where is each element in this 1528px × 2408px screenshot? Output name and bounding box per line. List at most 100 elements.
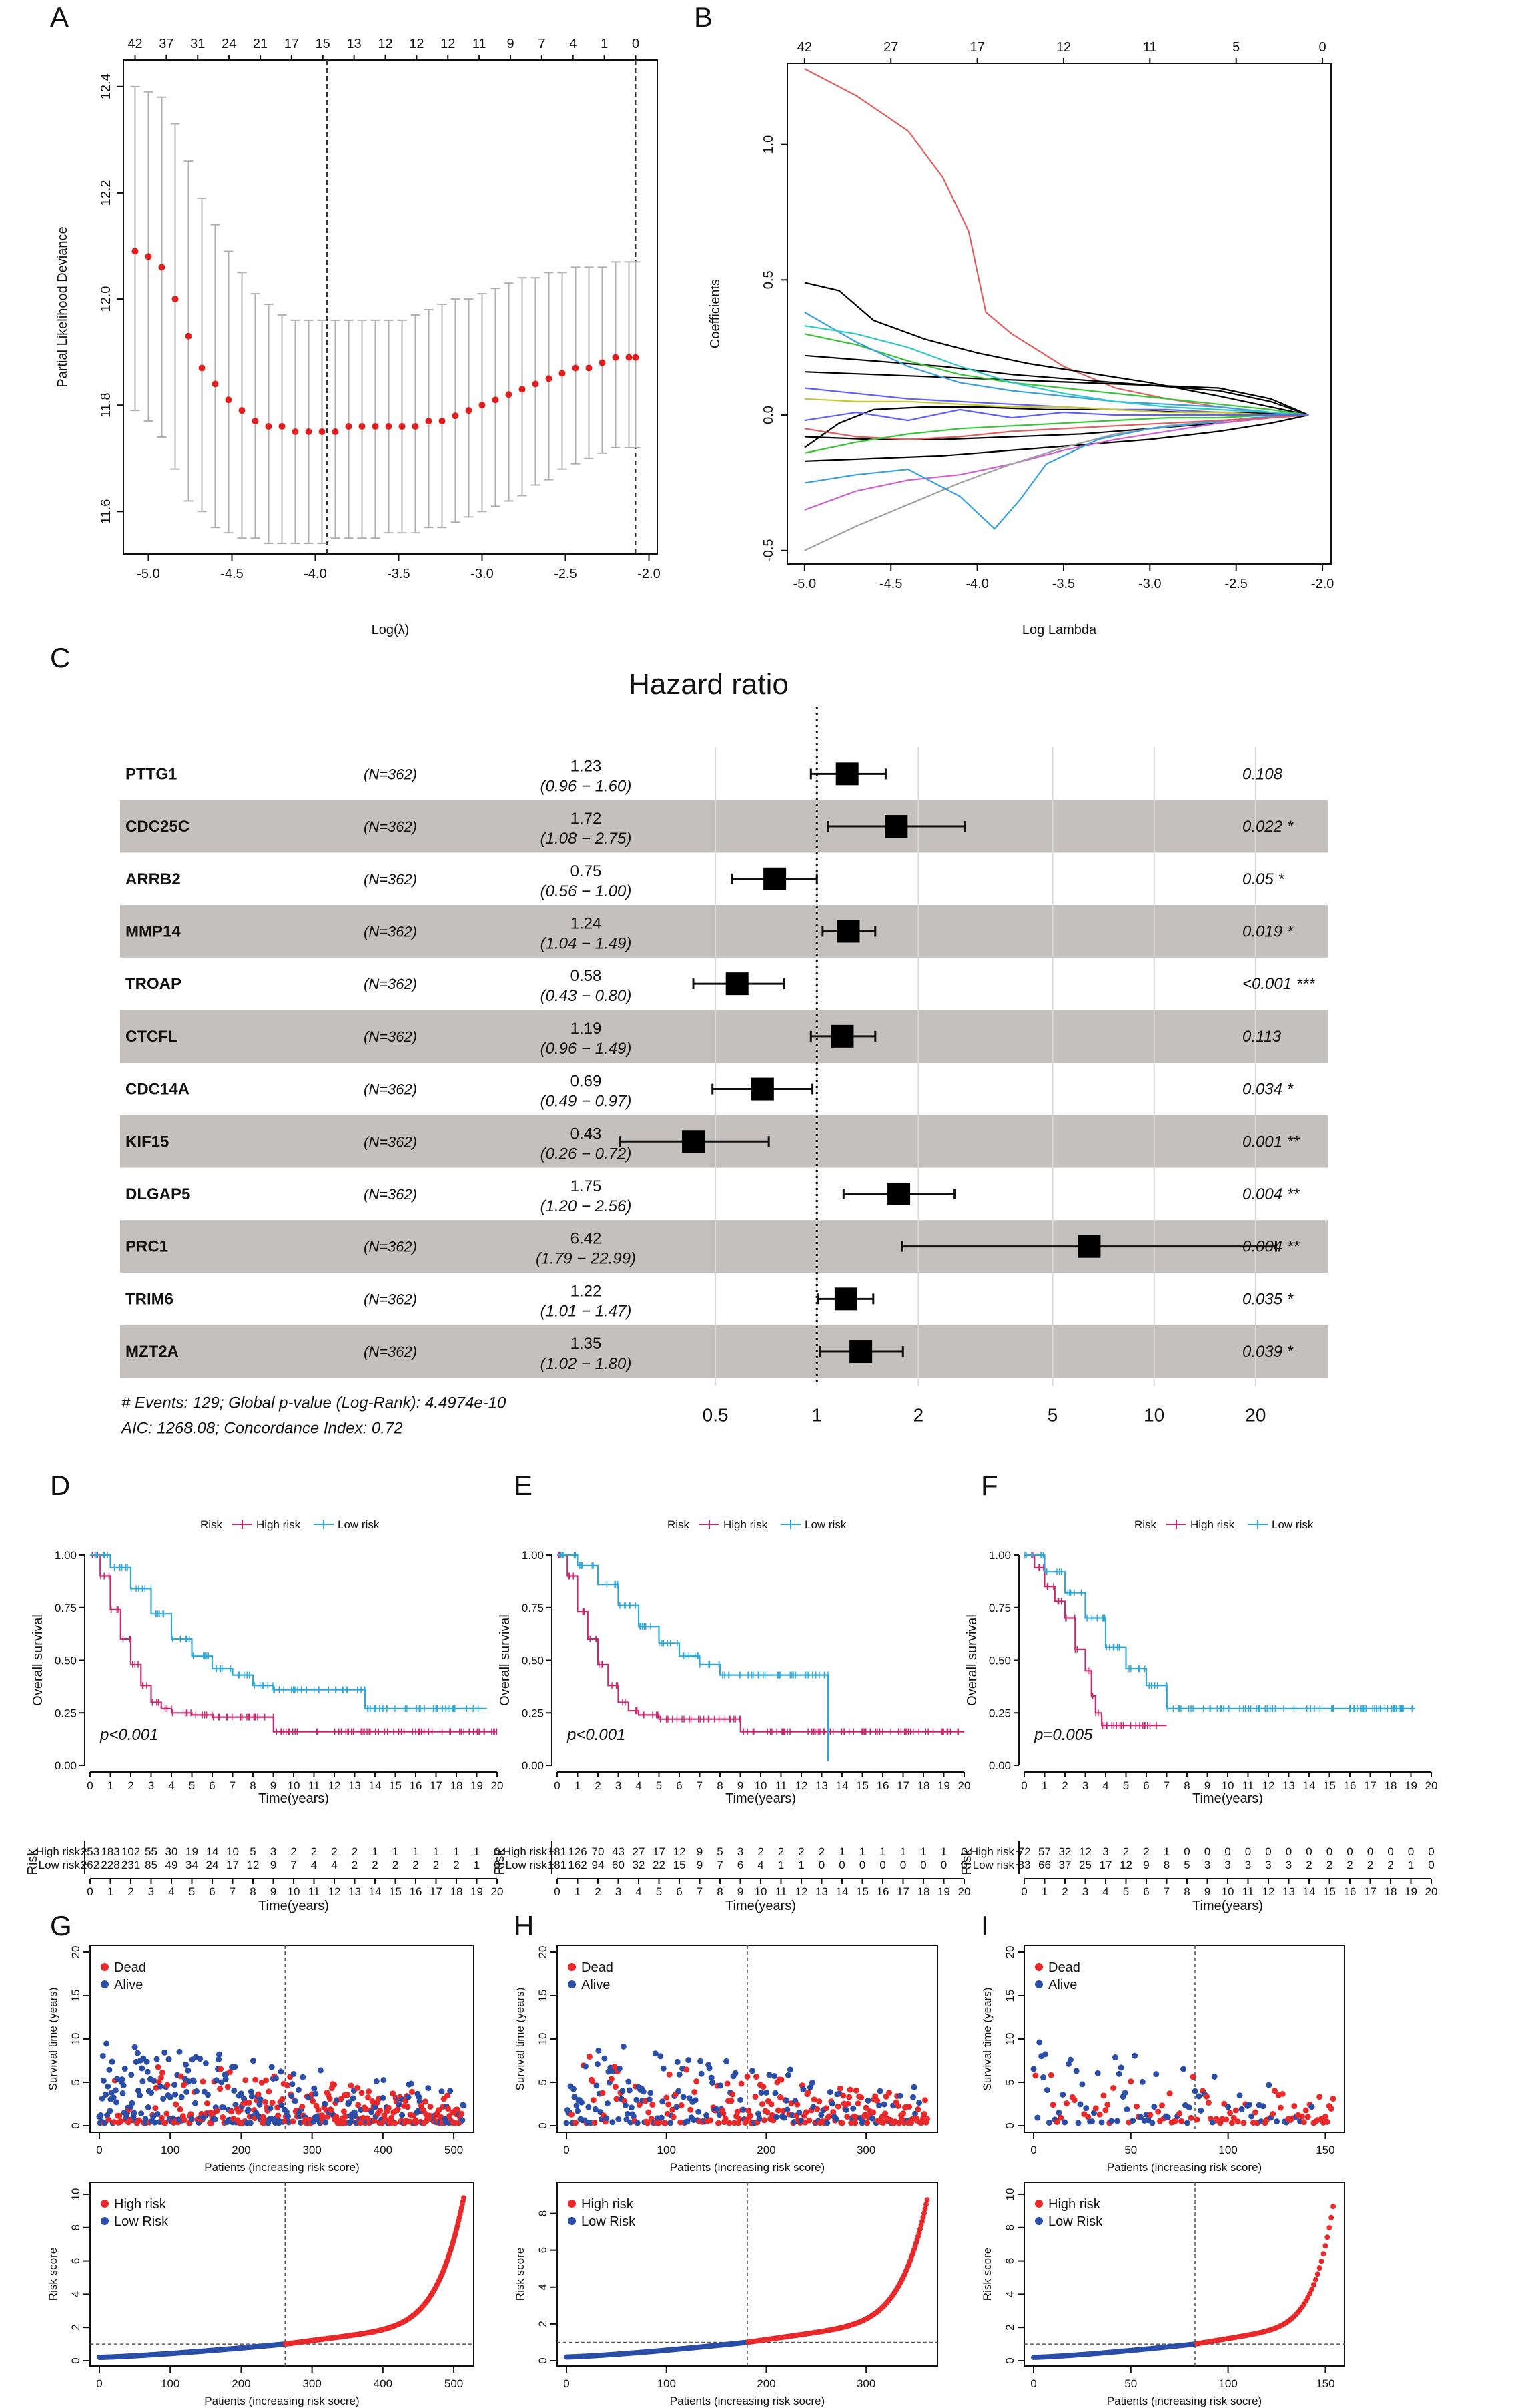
- alive-point: [684, 2118, 691, 2125]
- risk-count: 0: [961, 1845, 967, 1858]
- hazard-ratio-value: 6.42: [570, 1230, 602, 1248]
- deviance-point: [518, 386, 526, 393]
- panel-letter-H: H: [514, 1910, 534, 1941]
- alive-point: [190, 2078, 197, 2084]
- dead-point: [1102, 2107, 1109, 2114]
- top-tick-label: 42: [797, 40, 812, 55]
- alive-point: [128, 2072, 135, 2078]
- risk-count: 2: [331, 1845, 337, 1858]
- plot-frame: [787, 63, 1332, 565]
- hazard-ratio-value: 1.35: [570, 1335, 602, 1353]
- dead-point: [1147, 2112, 1154, 2118]
- dead-point: [315, 2106, 322, 2113]
- sample-size: (N=362): [364, 1343, 417, 1360]
- p-value-text: p=0.005: [1034, 1726, 1093, 1744]
- x-tick-label: 2: [127, 1779, 133, 1792]
- risk-count: 228: [101, 1859, 119, 1871]
- dead-point: [164, 2082, 171, 2088]
- alive-point: [216, 2051, 223, 2058]
- dead-point: [217, 2086, 224, 2092]
- y-tick-label: 0.75: [989, 1602, 1011, 1614]
- x-tick-label: 9: [1204, 1779, 1210, 1792]
- x-tick-label: 14: [1303, 1779, 1316, 1792]
- risk-x-tick-label: 13: [815, 1885, 828, 1898]
- risk-x-tick-label: 10: [755, 1885, 767, 1898]
- alive-point: [289, 2081, 296, 2088]
- risk-x-tick-label: 19: [937, 1885, 950, 1898]
- top-tick-label: 11: [1143, 40, 1157, 55]
- panel-letter-F: F: [981, 1470, 998, 1501]
- x-tick-label: 9: [737, 1779, 743, 1792]
- sample-size: (N=362): [364, 1028, 417, 1045]
- dead-point: [388, 2114, 395, 2121]
- x-tick-label: 0: [96, 2377, 102, 2390]
- risk-x-tick-label: 16: [1344, 1885, 1357, 1898]
- alive-point: [220, 2104, 227, 2111]
- dead-point: [427, 2103, 434, 2110]
- alive-point: [818, 2112, 825, 2118]
- x-tick-label: 11: [308, 1779, 320, 1792]
- y-tick-label: 0.75: [522, 1602, 544, 1614]
- risk-x-tick-label: 1: [575, 1885, 581, 1898]
- high-risk-point: [922, 2206, 928, 2212]
- dead-point: [1188, 2114, 1194, 2121]
- alive-point: [659, 2098, 666, 2105]
- alive-point: [268, 2064, 275, 2070]
- panel-e-km-plot: Risk High risk Low risk0.000.250.500.751.0…: [492, 1518, 970, 1913]
- y-tick-label: 0: [536, 2122, 549, 2128]
- risk-x-tick-label: 10: [1222, 1885, 1234, 1898]
- alive-point: [573, 2102, 580, 2109]
- dead-point: [870, 2109, 877, 2116]
- alive-point: [213, 2077, 220, 2084]
- dead-point: [1302, 2107, 1309, 2114]
- top-tick-label: 9: [506, 37, 514, 51]
- dead-point: [805, 2089, 811, 2096]
- risk-count: 1: [778, 1859, 784, 1871]
- alive-point: [1114, 2118, 1120, 2124]
- y-tick-label: 0: [69, 2357, 82, 2363]
- y-tick-label: 0: [69, 2122, 82, 2128]
- alive-point: [749, 2068, 755, 2074]
- dead-point: [284, 2082, 290, 2088]
- x-tick-label: -3.5: [1052, 577, 1075, 591]
- sample-size: (N=362): [364, 871, 417, 888]
- alive-point: [131, 2044, 138, 2050]
- legend-title: Risk: [200, 1518, 223, 1531]
- dead-point: [855, 2100, 861, 2107]
- risk-count: 2: [757, 1845, 763, 1858]
- risk-x-tick-label: 7: [230, 1885, 236, 1898]
- deviance-point: [171, 296, 179, 303]
- y-tick-label: 0: [1004, 2357, 1016, 2363]
- top-tick-label: 13: [347, 37, 362, 51]
- dead-point: [720, 2110, 727, 2117]
- deviance-point: [212, 380, 219, 388]
- dead-point: [814, 2106, 821, 2112]
- hazard-ratio-value: 0.43: [570, 1125, 602, 1143]
- alive-point: [215, 2056, 222, 2063]
- risk-x-tick-label: 9: [737, 1885, 743, 1898]
- y-tick-label: 0.00: [989, 1759, 1011, 1772]
- alive-point: [205, 2092, 212, 2098]
- y-tick-label: 2: [1004, 2324, 1016, 2330]
- dead-point: [880, 2120, 887, 2126]
- dead-point: [874, 2097, 881, 2104]
- dead-point: [152, 2105, 159, 2112]
- legend-title: Risk: [667, 1518, 690, 1531]
- alive-point: [620, 2043, 627, 2050]
- coefficient-path: [804, 354, 1309, 416]
- risk-count: 3: [1245, 1859, 1251, 1871]
- alive-point: [167, 2094, 173, 2100]
- legend-alive-marker: [1035, 1980, 1043, 1988]
- alive-point: [634, 2120, 641, 2126]
- alive-point: [202, 2060, 209, 2066]
- risk-count: 60: [612, 1859, 625, 1871]
- alive-point: [785, 2072, 791, 2078]
- gene-name: TRIM6: [125, 1290, 173, 1308]
- dead-point: [1298, 2113, 1305, 2120]
- x-tick-label: 17: [430, 1779, 442, 1792]
- sample-size: (N=362): [364, 1239, 417, 1255]
- y-tick-label: 0.75: [55, 1602, 77, 1614]
- alive-point: [706, 2065, 713, 2072]
- alive-point: [843, 2106, 849, 2113]
